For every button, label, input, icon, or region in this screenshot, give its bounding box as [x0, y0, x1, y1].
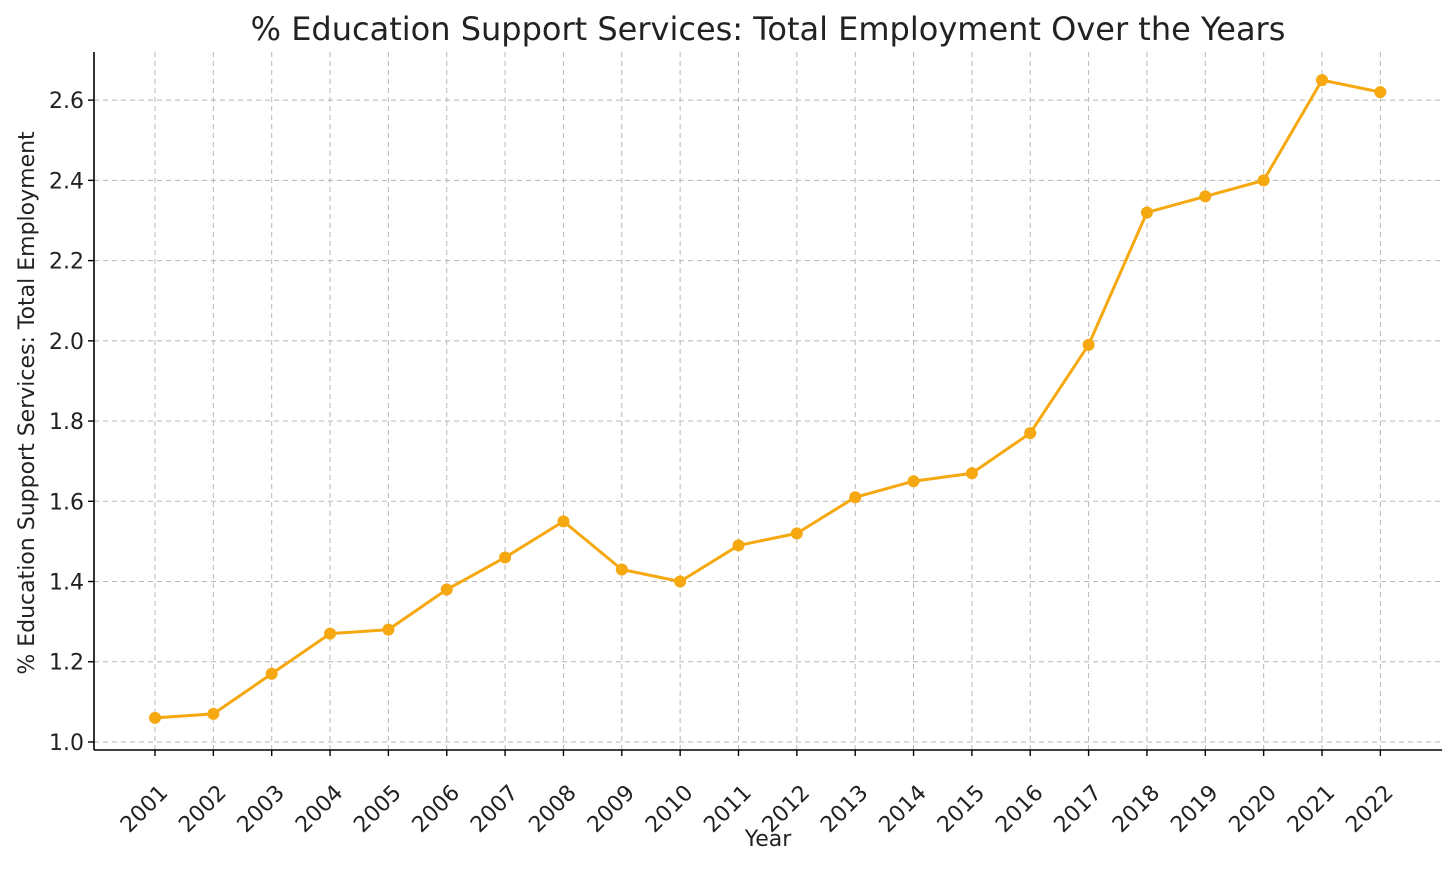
data-point-2020	[1257, 174, 1270, 187]
data-point-2003	[265, 667, 278, 680]
data-point-2014	[907, 475, 920, 488]
data-point-2022	[1374, 86, 1387, 99]
x-tick-label: 2010	[641, 781, 698, 838]
y-tick-label: 2.6	[49, 89, 84, 114]
data-point-2011	[732, 539, 745, 552]
data-point-2007	[499, 551, 512, 564]
series-line	[153, 78, 1382, 720]
x-tick-label: 2013	[816, 781, 873, 838]
y-tick-label: 2.4	[49, 169, 84, 194]
x-axis-title: Year	[744, 827, 793, 852]
x-tick-label: 2018	[1108, 781, 1165, 838]
data-point-2017	[1082, 338, 1095, 351]
data-point-2019	[1199, 190, 1212, 203]
x-tick-label: 2022	[1341, 781, 1398, 838]
series	[149, 74, 1387, 724]
x-tick-label: 2005	[349, 781, 406, 838]
data-point-2013	[849, 491, 862, 504]
y-tick-label: 2.0	[49, 330, 84, 355]
grid	[94, 52, 1442, 750]
x-tick-label: 2014	[875, 781, 932, 838]
y-tick-label: 1.2	[49, 651, 84, 676]
data-point-2006	[440, 583, 453, 596]
x-tick-label: 2001	[116, 781, 173, 838]
data-point-2010	[674, 575, 687, 588]
axes	[93, 52, 1442, 751]
x-tick-label: 2017	[1050, 781, 1107, 838]
data-point-2016	[1024, 427, 1037, 440]
y-tick-label: 1.8	[49, 410, 84, 435]
data-point-2015	[965, 467, 978, 480]
x-tick-label: 2003	[233, 781, 290, 838]
data-point-2004	[324, 627, 337, 640]
data-point-2002	[207, 707, 220, 720]
x-tick-label: 2015	[933, 781, 990, 838]
chart-title: % Education Support Services: Total Empl…	[251, 10, 1286, 48]
data-point-2005	[382, 623, 395, 636]
data-point-2001	[149, 711, 161, 724]
y-axis-title: % Education Support Services: Total Empl…	[15, 131, 40, 675]
x-tick-label: 2020	[1225, 781, 1282, 838]
data-point-2008	[557, 515, 570, 528]
x-tick-label: 2021	[1283, 781, 1340, 838]
x-tick-label: 2006	[408, 781, 465, 838]
data-point-2021	[1316, 74, 1328, 87]
x-tick-label: 2002	[174, 781, 231, 838]
x-tick-label: 2009	[583, 781, 640, 838]
data-point-2018	[1140, 206, 1153, 219]
x-tick-label: 2004	[291, 781, 348, 838]
x-tick-label: 2008	[524, 781, 581, 838]
x-tick-label: 2007	[466, 781, 523, 838]
x-tick-label: 2019	[1166, 781, 1223, 838]
y-tick-label: 1.4	[49, 571, 84, 596]
y-tick-label: 1.6	[49, 490, 84, 515]
y-tick-label: 2.2	[49, 250, 84, 275]
x-tick-label: 2016	[991, 781, 1048, 838]
data-point-2009	[615, 563, 628, 576]
data-point-2012	[790, 527, 803, 540]
y-tick-label: 1.0	[49, 731, 84, 756]
